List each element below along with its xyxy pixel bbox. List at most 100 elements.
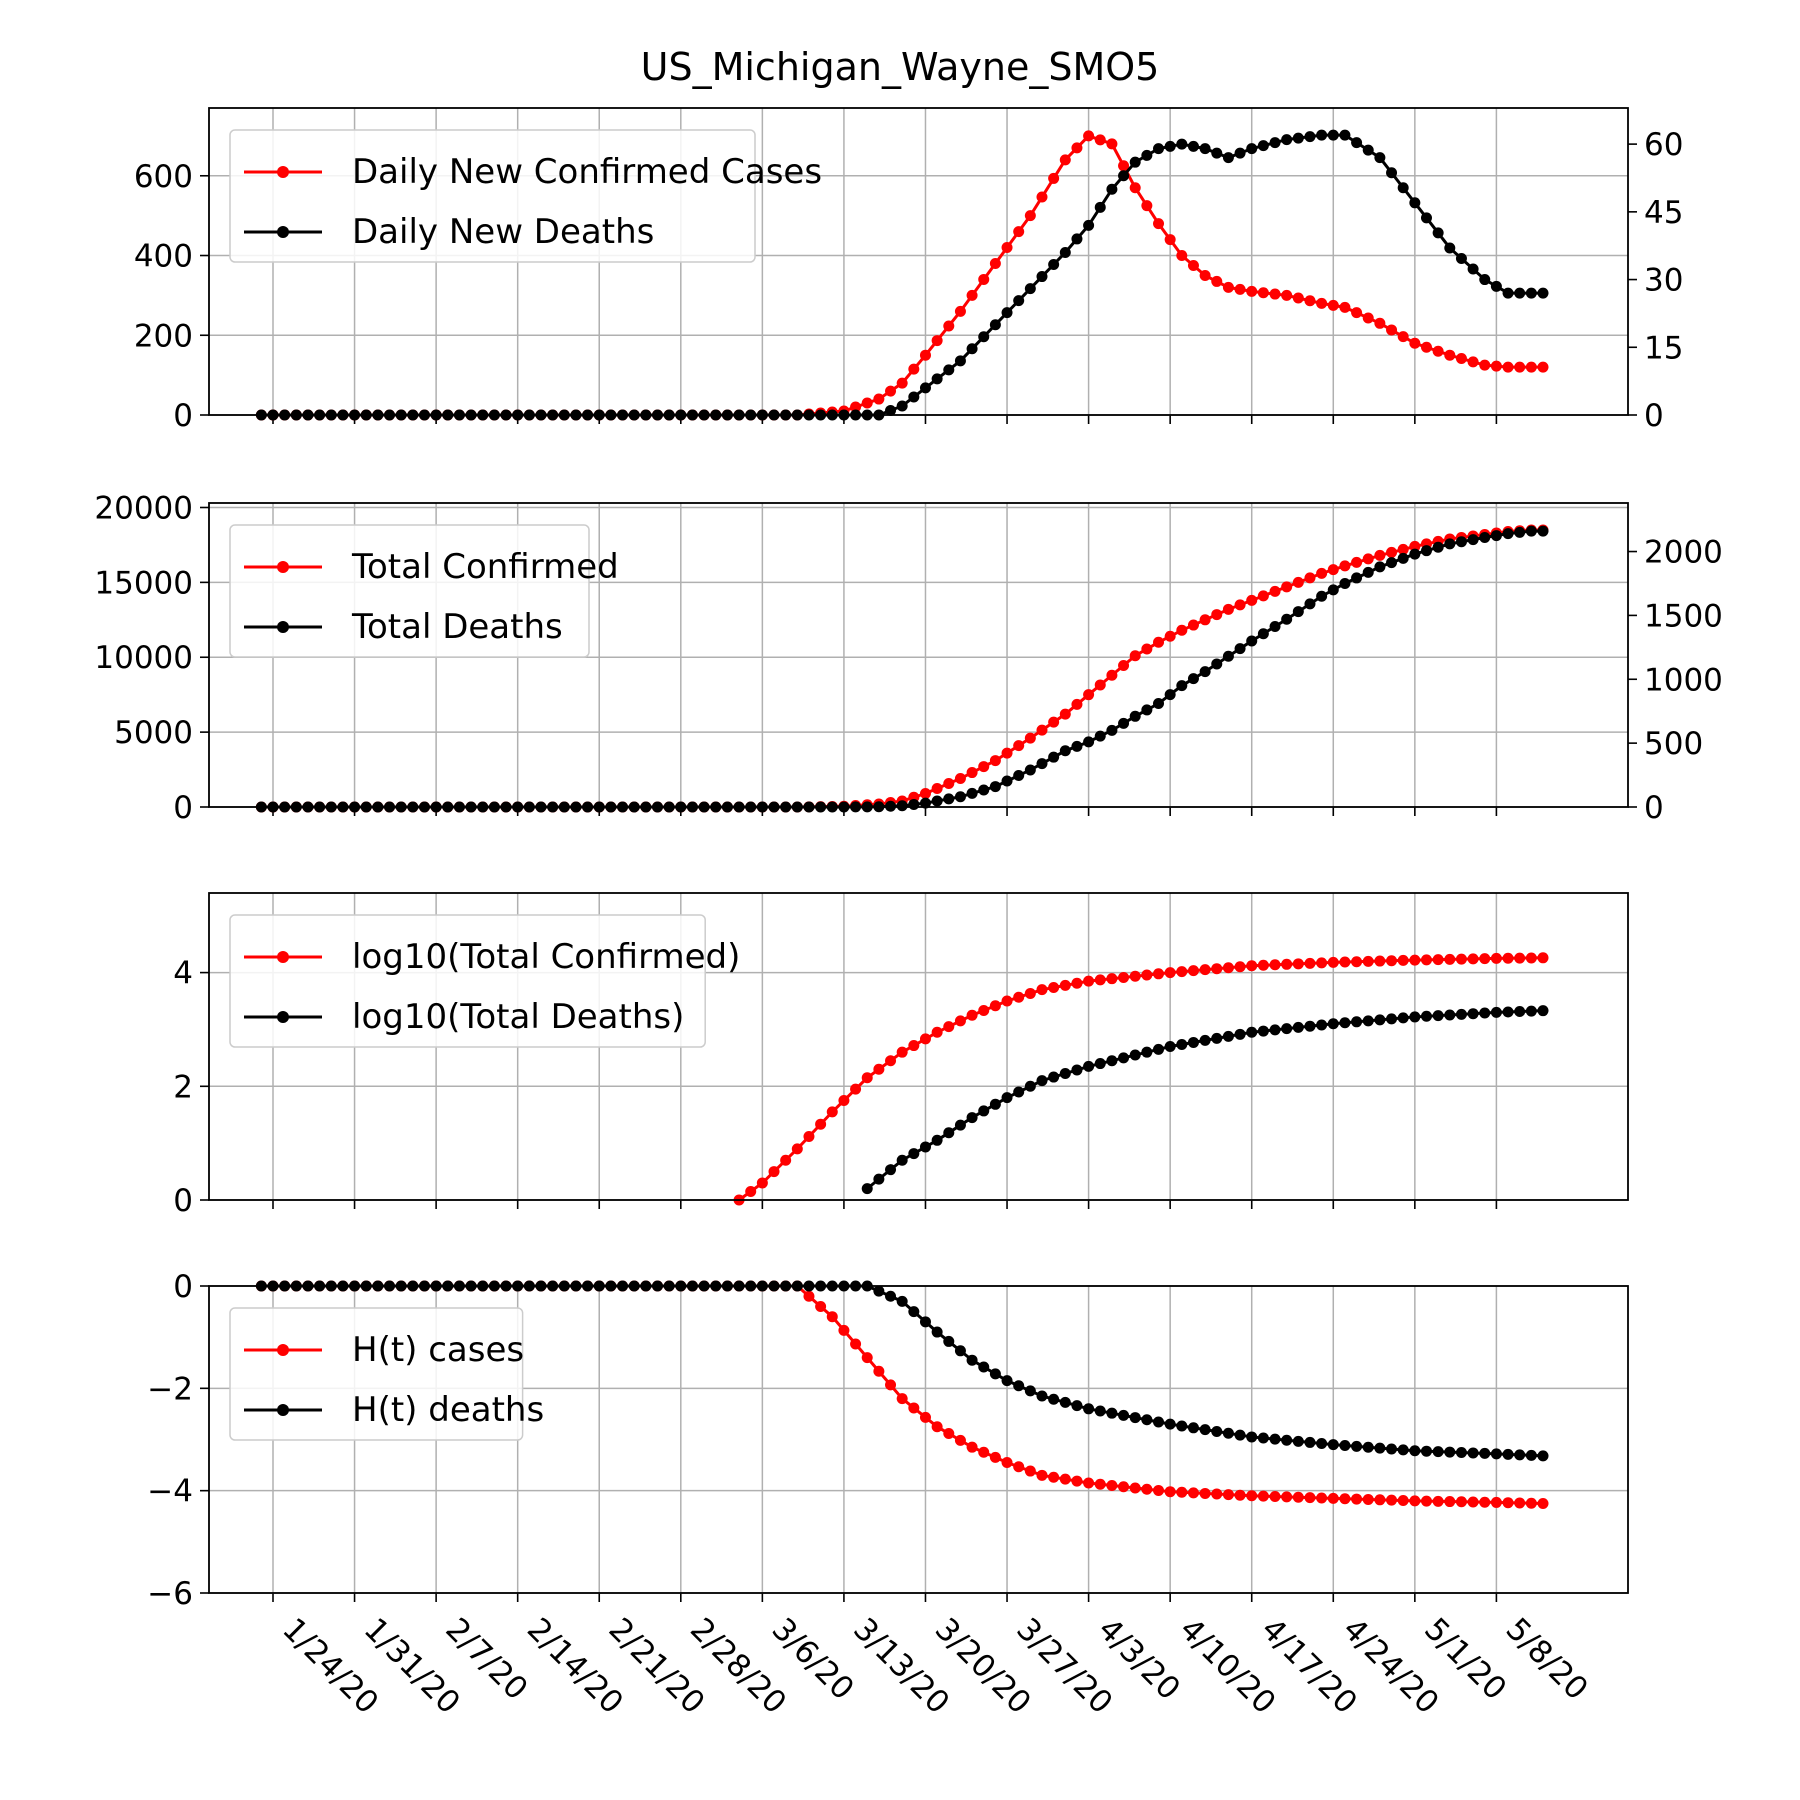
series-point <box>1234 283 1246 295</box>
series-point <box>1316 1492 1328 1504</box>
series-point <box>1479 953 1491 965</box>
series-point <box>1397 543 1409 555</box>
series-point <box>1316 567 1328 579</box>
series-point <box>1106 973 1118 985</box>
series-point <box>1316 590 1328 602</box>
series-point <box>1444 953 1456 965</box>
series-point <box>885 1055 897 1067</box>
series-point <box>1129 650 1141 662</box>
series-point <box>1525 1005 1537 1017</box>
series-point <box>1153 218 1165 230</box>
series-point <box>1001 1457 1013 1469</box>
series-point <box>966 1009 978 1021</box>
series-point <box>1490 280 1502 292</box>
series-point <box>978 1004 990 1016</box>
series-point <box>1386 1013 1398 1025</box>
series-point <box>1059 979 1071 991</box>
y-tick-label: 10000 <box>94 640 193 676</box>
panel-2: 0 5000 10000 15000 20000 0 500 1000 1500 2000 Tota… <box>94 490 1723 826</box>
series-point <box>931 783 943 795</box>
series-point <box>978 1105 990 1117</box>
series-point <box>1199 269 1211 281</box>
y-tick-label: 0 <box>173 1269 193 1305</box>
series-point <box>1153 1484 1165 1496</box>
panel-3: 0 2 4 log10(Total Confirmed) log10(Total Dea… <box>173 892 1629 1219</box>
series-point <box>756 1177 768 1189</box>
series-point <box>885 1290 897 1302</box>
series-point <box>1420 1445 1432 1457</box>
series-point <box>1502 528 1514 540</box>
series-point <box>1071 977 1083 989</box>
series-point <box>1106 1479 1118 1491</box>
series-point <box>1269 1024 1281 1036</box>
series-point <box>954 305 966 317</box>
series-point <box>1071 740 1083 752</box>
series-point <box>1432 1446 1444 1458</box>
series-point <box>1525 1449 1537 1461</box>
series-point <box>1187 140 1199 152</box>
series-point <box>1397 552 1409 564</box>
series-point <box>1187 259 1199 271</box>
series-point <box>1467 1008 1479 1020</box>
series-point <box>931 335 943 347</box>
series-point <box>1374 549 1386 561</box>
series-point <box>1234 1429 1246 1441</box>
series-point <box>1234 643 1246 655</box>
series-point <box>1083 736 1095 748</box>
series-point <box>1351 572 1363 584</box>
series-point <box>954 355 966 367</box>
series-point <box>1094 1478 1106 1490</box>
series-point <box>1467 263 1479 275</box>
series-point <box>815 1118 827 1130</box>
series-point <box>1351 1493 1363 1505</box>
series-point <box>1234 147 1246 159</box>
y-tick-label: 5000 <box>114 715 193 751</box>
y-tick-label: 2 <box>173 1069 193 1105</box>
series-point <box>1327 1439 1339 1451</box>
series-point <box>1444 1009 1456 1021</box>
series-point <box>1479 1447 1491 1459</box>
series-point <box>1327 299 1339 311</box>
series-point <box>850 1338 862 1350</box>
series-point <box>1246 635 1258 647</box>
series-point <box>1024 732 1036 744</box>
series-point <box>838 1095 850 1107</box>
series-point <box>1455 1496 1467 1508</box>
series-point <box>1001 1092 1013 1104</box>
series-point <box>1339 560 1351 572</box>
legend-swatch-marker <box>277 1011 289 1023</box>
series-point <box>989 257 1001 269</box>
series-point <box>1001 775 1013 787</box>
y-tick-label: 4 <box>173 956 193 992</box>
axes-frame <box>208 1285 1629 1594</box>
series-point <box>1257 1432 1269 1444</box>
series-point <box>978 1446 990 1458</box>
series-point <box>1386 167 1398 179</box>
series-point <box>1048 1071 1060 1083</box>
series-point <box>1409 548 1421 560</box>
series-point <box>1129 182 1141 194</box>
series-point <box>1141 1483 1153 1495</box>
series-point <box>873 1365 885 1377</box>
series-point <box>1246 594 1258 606</box>
series-point <box>1036 191 1048 203</box>
series-point <box>1339 129 1351 141</box>
series-point <box>966 767 978 779</box>
series-point <box>1281 134 1293 146</box>
series-point <box>1129 1412 1141 1424</box>
series-point <box>1479 359 1491 371</box>
legend-swatch-marker <box>277 1344 289 1356</box>
series-point <box>966 787 978 799</box>
series-point <box>1269 620 1281 632</box>
series-point <box>1490 360 1502 372</box>
series-point <box>1374 561 1386 573</box>
series-point <box>1397 1444 1409 1456</box>
series-point <box>1304 598 1316 610</box>
series-point <box>954 791 966 803</box>
series-point <box>885 1164 897 1176</box>
series-point <box>1222 962 1234 974</box>
series-point <box>1374 955 1386 967</box>
series-point <box>1386 955 1398 967</box>
series-point <box>966 289 978 301</box>
series-point <box>943 364 955 376</box>
